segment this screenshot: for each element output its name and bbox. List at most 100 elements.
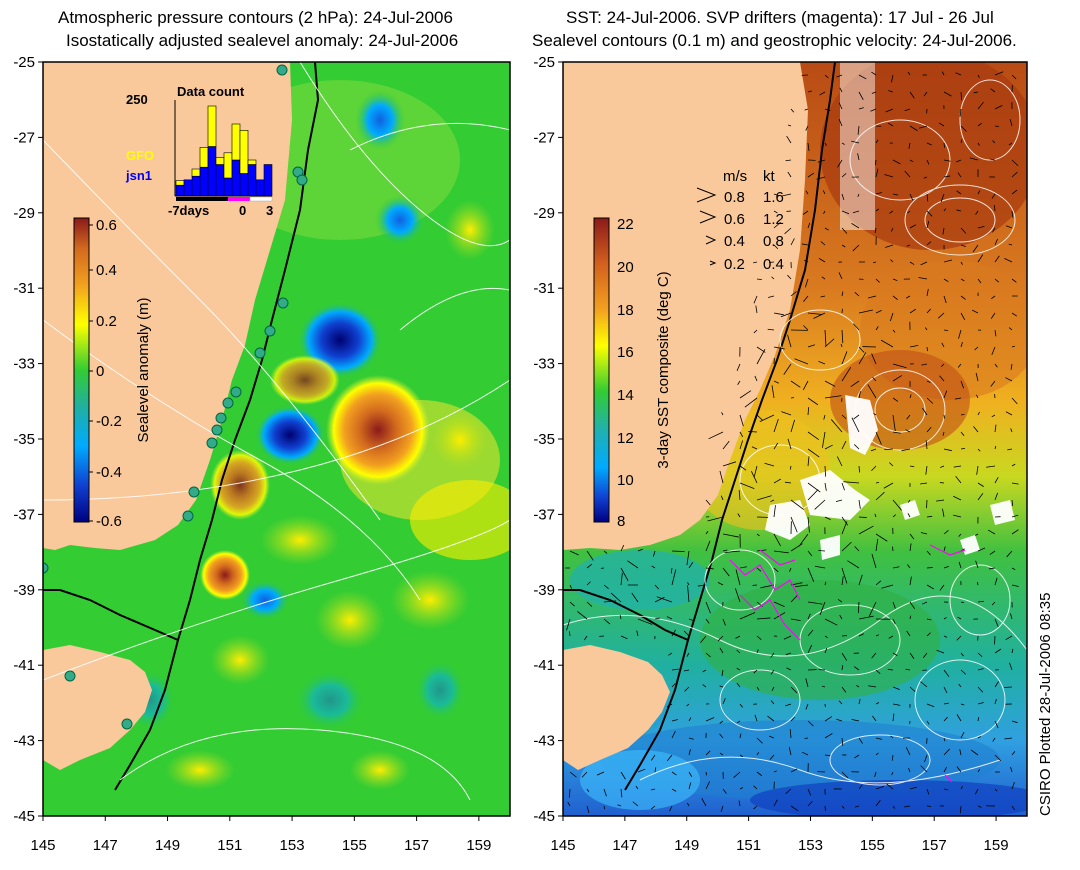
lon-label: 159 bbox=[466, 837, 491, 854]
inset-bar-gfo bbox=[223, 152, 233, 179]
lon-label: 157 bbox=[404, 837, 429, 854]
lat-label: -27 bbox=[13, 129, 35, 146]
sst-colorbar: 22 20 18 16 14 12 10 8 3-day SST composi… bbox=[593, 216, 672, 530]
inset-bar-gfo bbox=[231, 123, 241, 161]
lat-label: -43 bbox=[13, 733, 35, 750]
vel-legend-kt-header: kt bbox=[763, 168, 776, 185]
inset-bar-jsn1 bbox=[199, 166, 209, 197]
inset-bar-jsn1 bbox=[215, 164, 225, 197]
vel-legend-kt-0.8: 0.8 bbox=[763, 233, 784, 250]
inset-bar-jsn1 bbox=[255, 179, 265, 197]
lat-label: -37 bbox=[533, 506, 555, 523]
sla-tick-neg0.2: -0.2 bbox=[96, 413, 122, 430]
lat-label: -33 bbox=[533, 356, 555, 373]
vel-legend-kt-0.4: 0.4 bbox=[763, 256, 784, 273]
inset-legend-gfo: GFO bbox=[126, 148, 154, 163]
sst-tick-18: 18 bbox=[617, 302, 634, 319]
lat-label: -29 bbox=[533, 205, 555, 222]
lat-label: -25 bbox=[13, 54, 35, 71]
sst-tick-22: 22 bbox=[617, 216, 634, 233]
lat-label: -45 bbox=[13, 808, 35, 825]
sla-tick-neg0.4: -0.4 bbox=[96, 464, 122, 481]
sla-colorbar-label: Sealevel anomaly (m) bbox=[135, 297, 152, 442]
inset-ymax-label: 250 bbox=[126, 92, 148, 107]
vel-legend-ms-header: m/s bbox=[723, 168, 747, 185]
sst-tick-8: 8 bbox=[617, 513, 625, 530]
lat-label: -41 bbox=[13, 657, 35, 674]
inset-bar-jsn1 bbox=[207, 146, 217, 197]
inset-bar-jsn1 bbox=[223, 177, 233, 197]
right-title-line2: Sealevel contours (0.1 m) and geostrophi… bbox=[532, 31, 1017, 50]
lon-label: 155 bbox=[342, 837, 367, 854]
lon-label: 147 bbox=[612, 837, 637, 854]
lon-label: 159 bbox=[984, 837, 1009, 854]
sla-tick-0: 0 bbox=[96, 363, 104, 380]
inset-bar-jsn1 bbox=[239, 173, 249, 197]
inset-xlabel-0: 0 bbox=[239, 203, 246, 218]
inset-bar-gfo bbox=[215, 157, 225, 165]
sst-tick-16: 16 bbox=[617, 344, 634, 361]
inset-bar-gfo bbox=[199, 147, 209, 168]
lat-label: -43 bbox=[533, 733, 555, 750]
inset-bar-gfo bbox=[207, 105, 217, 147]
right-title-line1: SST: 24-Jul-2006. SVP drifters (magenta)… bbox=[566, 8, 994, 27]
lon-label: 147 bbox=[93, 837, 118, 854]
vel-legend-ms-0.6: 0.6 bbox=[724, 211, 745, 228]
lon-label: 155 bbox=[860, 837, 885, 854]
vel-legend-ms-0.4: 0.4 bbox=[724, 233, 745, 250]
lat-label: -45 bbox=[533, 808, 555, 825]
sst-tick-14: 14 bbox=[617, 387, 634, 404]
lon-label: 145 bbox=[30, 837, 55, 854]
vel-legend-ms-0.2: 0.2 bbox=[724, 256, 745, 273]
sla-tick-0.4: 0.4 bbox=[96, 262, 117, 279]
lon-label: 151 bbox=[736, 837, 761, 854]
inset-bar-gfo bbox=[247, 159, 257, 165]
sealevel-colorbar: 0.6 0.4 0.2 0 -0.2 -0.4 -0.6 Sealevel an… bbox=[73, 217, 152, 530]
velocity-legend: m/s kt 0.8 1.6 0.6 1.2 0.4 0.8 0.2 0.4 bbox=[696, 168, 784, 273]
lon-label: 157 bbox=[922, 837, 947, 854]
inset-bar-jsn1 bbox=[263, 164, 273, 197]
lon-label: 145 bbox=[550, 837, 575, 854]
lon-label: 149 bbox=[674, 837, 699, 854]
sst-colorbar-label: 3-day SST composite (deg C) bbox=[655, 271, 672, 468]
lat-label: -27 bbox=[533, 129, 555, 146]
lon-label: 153 bbox=[798, 837, 823, 854]
lat-label: -35 bbox=[533, 431, 555, 448]
lat-label: -35 bbox=[13, 431, 35, 448]
data-count-inset: 250 Data count GFO jsn1 -7days 0 3 bbox=[125, 84, 273, 218]
inset-bar-gfo bbox=[191, 168, 201, 177]
left-lat-axis: -25 -27 -29 -31 -33 -35 -37 -39 -41 -43 -45 bbox=[13, 54, 43, 825]
inset-bar-jsn1 bbox=[191, 175, 201, 197]
inset-title: Data count bbox=[177, 84, 245, 99]
inset-xlabel-3: 3 bbox=[266, 203, 273, 218]
sealevel-anomaly-map bbox=[43, 62, 510, 816]
inset-bar-gfo bbox=[175, 180, 185, 186]
lat-label: -37 bbox=[13, 506, 35, 523]
credit-text: CSIRO Plotted 28-Jul-2006 08:35 bbox=[1037, 593, 1054, 816]
lat-label: -31 bbox=[533, 280, 555, 297]
sst-map bbox=[563, 62, 1027, 816]
lat-label: -39 bbox=[13, 582, 35, 599]
sst-tick-12: 12 bbox=[617, 430, 634, 447]
sla-tick-neg0.6: -0.6 bbox=[96, 513, 122, 530]
vel-legend-ms-0.8: 0.8 bbox=[724, 189, 745, 206]
left-title-line1: Atmospheric pressure contours (2 hPa): 2… bbox=[58, 8, 453, 27]
vel-legend-kt-1.2: 1.2 bbox=[763, 211, 784, 228]
lat-label: -31 bbox=[13, 280, 35, 297]
lat-label: -29 bbox=[13, 205, 35, 222]
lat-label: -25 bbox=[533, 54, 555, 71]
right-lon-axis: 145 147 149 151 153 155 157 159 bbox=[550, 816, 1009, 854]
inset-xlabel-neg7: -7days bbox=[168, 203, 209, 218]
inset-bar-jsn1 bbox=[175, 184, 185, 197]
right-lat-axis: -25 -27 -29 -31 -33 -35 -37 -39 -41 -43 -45 bbox=[533, 54, 563, 825]
left-title-line2: Isostatically adjusted sealevel anomaly:… bbox=[66, 31, 459, 50]
inset-bar-jsn1 bbox=[183, 179, 193, 197]
sst-tick-10: 10 bbox=[617, 472, 634, 489]
lon-label: 153 bbox=[280, 837, 305, 854]
lon-label: 149 bbox=[155, 837, 180, 854]
lat-label: -39 bbox=[533, 582, 555, 599]
sla-tick-0.2: 0.2 bbox=[96, 313, 117, 330]
inset-bar-jsn1 bbox=[247, 164, 257, 197]
sst-tick-20: 20 bbox=[617, 259, 634, 276]
